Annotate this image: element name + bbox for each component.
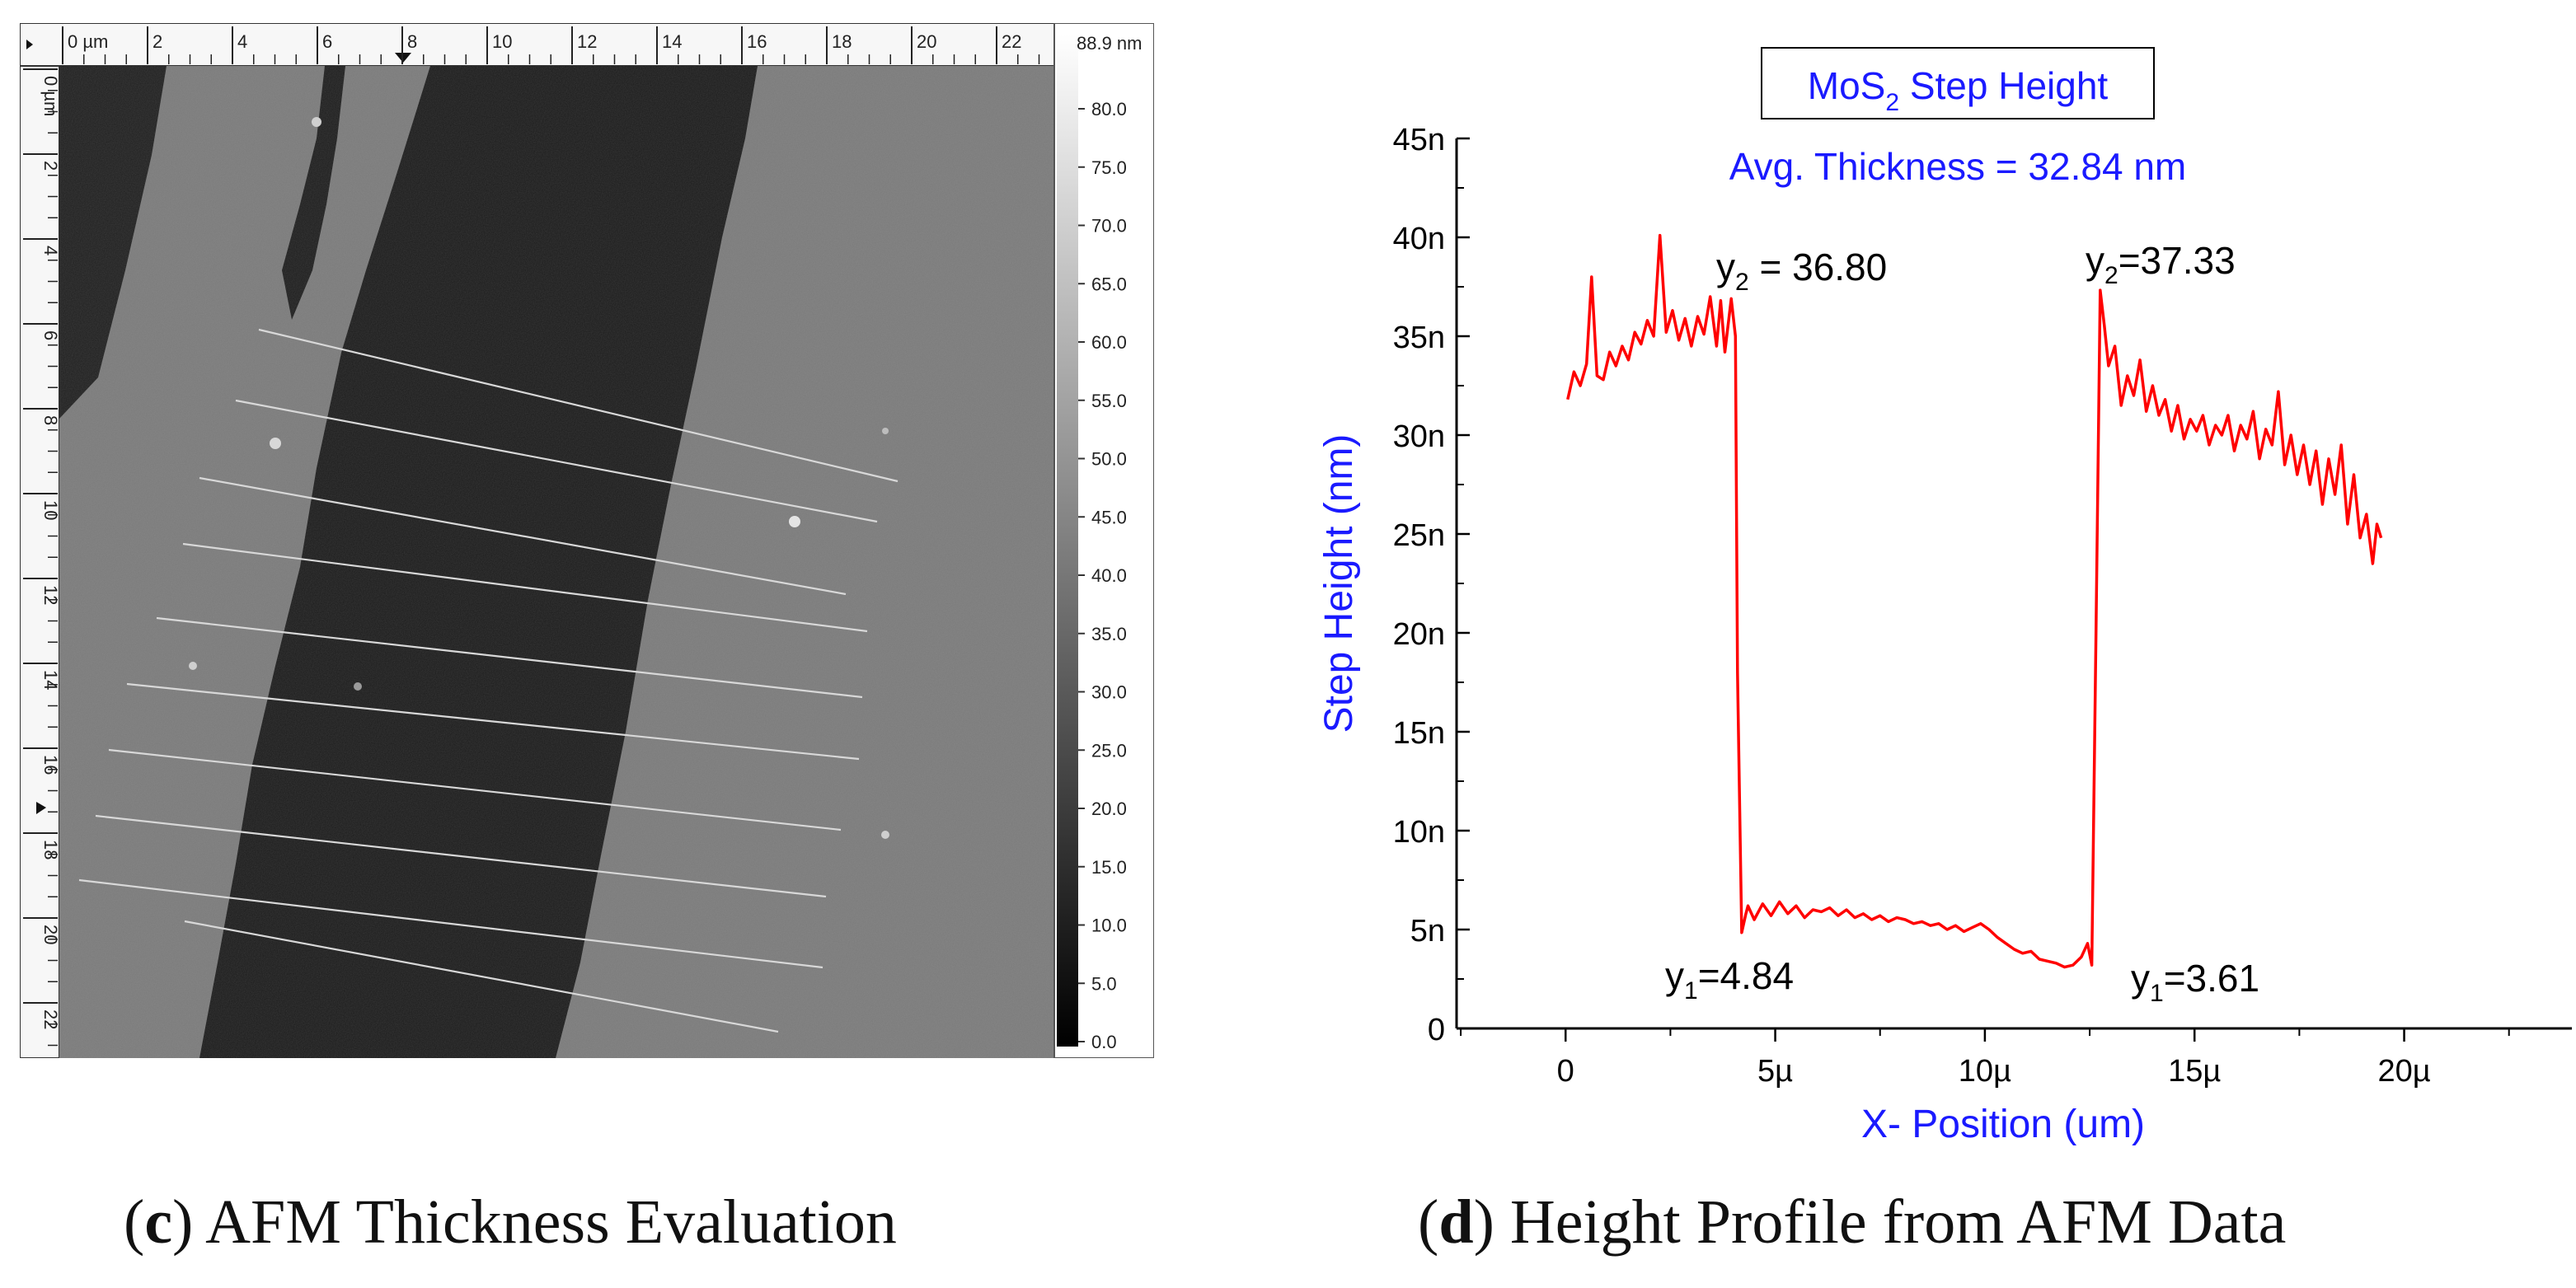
- scale-label: 35.0: [1091, 624, 1127, 644]
- top-ruler: 0 µm 2 4 6 8 10 12 14 16 18 20 22: [19, 22, 1061, 67]
- x-tick-label: 0: [1557, 1054, 1574, 1089]
- afm-scan-image: [59, 66, 1054, 1058]
- scan-line: [199, 476, 847, 596]
- annotation-y1-right: y1=3.61: [2131, 957, 2259, 1007]
- x-tick-label: 10µ: [1959, 1054, 2011, 1089]
- height-profile-chart: MoS2 Step Height Avg. Thickness = 32.84 …: [1317, 47, 2572, 1146]
- ruler-y-label: 6: [40, 330, 61, 340]
- ruler-y-label: 14: [40, 670, 61, 690]
- height-profile-line: [1566, 233, 2383, 969]
- scan-line: [235, 399, 878, 523]
- scale-label: 30.0: [1091, 682, 1127, 703]
- scan-line: [126, 682, 860, 761]
- chart-title-box: [1761, 47, 2155, 119]
- y-tick-label: 25n: [1393, 518, 1445, 553]
- y-tick-label: 35n: [1393, 321, 1445, 355]
- ruler-y-label: 20: [40, 925, 61, 944]
- y-tick-label: 0: [1428, 1013, 1445, 1047]
- ruler-x-label: 10: [492, 31, 512, 52]
- afm-image-svg: 0 µm 2 4 6 8 10 12 14 16 18 20 22 0 µm 2 4 6 8 10 12 14 16 1…: [19, 22, 1155, 1067]
- ruler-x-label: 22: [1002, 31, 1021, 52]
- y-tick-label: 45n: [1393, 123, 1445, 157]
- x-axis-label: X- Position (um): [1861, 1103, 2145, 1146]
- ruler-y-label: 8: [40, 415, 61, 425]
- y-tick-label: 40n: [1393, 222, 1445, 256]
- ruler-y-label: 16: [40, 755, 61, 775]
- left-ruler: 0 µm 2 4 6 8 10 12 14 16 18 20 22: [19, 65, 61, 1067]
- ruler-y-label: 0 µm: [40, 76, 61, 116]
- x-tick-label: 5µ: [1757, 1054, 1793, 1089]
- annotation-y2-left: y2 = 36.80: [1716, 246, 1887, 296]
- scale-label: 25.0: [1091, 740, 1127, 761]
- scan-line: [108, 748, 842, 831]
- scan-line: [78, 878, 823, 969]
- ruler-x-label: 16: [747, 31, 767, 52]
- height-profile-panel: MoS2 Step Height Avg. Thickness = 32.84 …: [1228, 23, 2576, 1160]
- caption-afm-thickness: (c) AFM Thickness Evaluation: [124, 1187, 897, 1257]
- y-axis-label: Step Height (nm): [1317, 434, 1361, 733]
- chart-subtitle: Avg. Thickness = 32.84 nm: [1729, 145, 2186, 188]
- ruler-left-marker-icon: [36, 802, 46, 814]
- y-tick-label: 30n: [1393, 419, 1445, 454]
- ruler-x-label: 8: [407, 31, 417, 52]
- x-axis-ticks: 0 5µ 10µ 15µ 20µ: [1460, 1028, 2510, 1089]
- ruler-y-label: 22: [40, 1009, 61, 1029]
- scale-label: 60.0: [1091, 332, 1127, 353]
- ruler-x-label: 4: [237, 31, 247, 52]
- y-tick-label: 15n: [1393, 716, 1445, 751]
- ruler-y-label: 4: [40, 246, 61, 255]
- annotation-y2-right: y2=37.33: [2086, 239, 2236, 289]
- scale-label: 45.0: [1091, 507, 1127, 527]
- y-axis-ticks: 0 5n 10n 15n 20n 25n 30n 35n 40n 45n: [1393, 123, 1470, 1047]
- scale-label: 75.0: [1091, 157, 1127, 178]
- scale-label: 65.0: [1091, 274, 1127, 294]
- scan-line: [184, 920, 779, 1033]
- x-tick-label: 20µ: [2377, 1054, 2430, 1089]
- ruler-y-label: 18: [40, 840, 61, 859]
- scale-max-label: 88.9 nm: [1077, 33, 1143, 54]
- y-tick-label: 5n: [1410, 914, 1445, 948]
- scan-line: [258, 328, 899, 483]
- ruler-x-label: 14: [662, 31, 682, 52]
- scale-label: 20.0: [1091, 799, 1127, 819]
- caption-height-profile: (d) Height Profile from AFM Data: [1418, 1187, 2287, 1257]
- afm-image-panel: 0 µm 2 4 6 8 10 12 14 16 18 20 22 0 µm 2 4 6 8 10 12 14 16 1…: [19, 22, 1155, 1067]
- scan-line: [182, 542, 868, 633]
- ruler-y-label: 2: [40, 161, 61, 171]
- afm-scan-lines: [78, 328, 899, 1033]
- scale-label: 15.0: [1091, 857, 1127, 878]
- ruler-x-label: 20: [917, 31, 936, 52]
- x-tick-label: 15µ: [2168, 1054, 2221, 1089]
- y-tick-label: 10n: [1393, 815, 1445, 850]
- scale-label: 40.0: [1091, 565, 1127, 586]
- ruler-x-label: 6: [322, 31, 332, 52]
- scale-label: 80.0: [1091, 99, 1127, 119]
- ruler-x-label: 2: [152, 31, 162, 52]
- scan-line: [156, 616, 863, 699]
- ruler-x-label: 0 µm: [68, 31, 108, 52]
- color-scale-bar: 88.9 nm 80.0 75.0 70.0 65.0 60.0 55.0 50.0 45.0…: [1053, 22, 1155, 1059]
- annotation-y1-left: y1=4.84: [1665, 954, 1794, 1005]
- chart-title: MoS2 Step Height: [1808, 64, 2109, 116]
- scale-label: 55.0: [1091, 391, 1127, 411]
- ruler-arrow-icon: [26, 40, 33, 49]
- scale-label: 0.0: [1091, 1032, 1117, 1052]
- scale-label: 70.0: [1091, 216, 1127, 237]
- ruler-x-label: 12: [577, 31, 597, 52]
- ruler-y-label: 10: [40, 500, 61, 520]
- scan-line: [95, 814, 827, 898]
- scale-label: 10.0: [1091, 916, 1127, 936]
- y-tick-label: 20n: [1393, 617, 1445, 652]
- scale-label: 50.0: [1091, 449, 1127, 470]
- ruler-x-label: 18: [832, 31, 852, 52]
- ruler-y-label: 12: [40, 585, 61, 605]
- scale-label: 5.0: [1091, 973, 1117, 994]
